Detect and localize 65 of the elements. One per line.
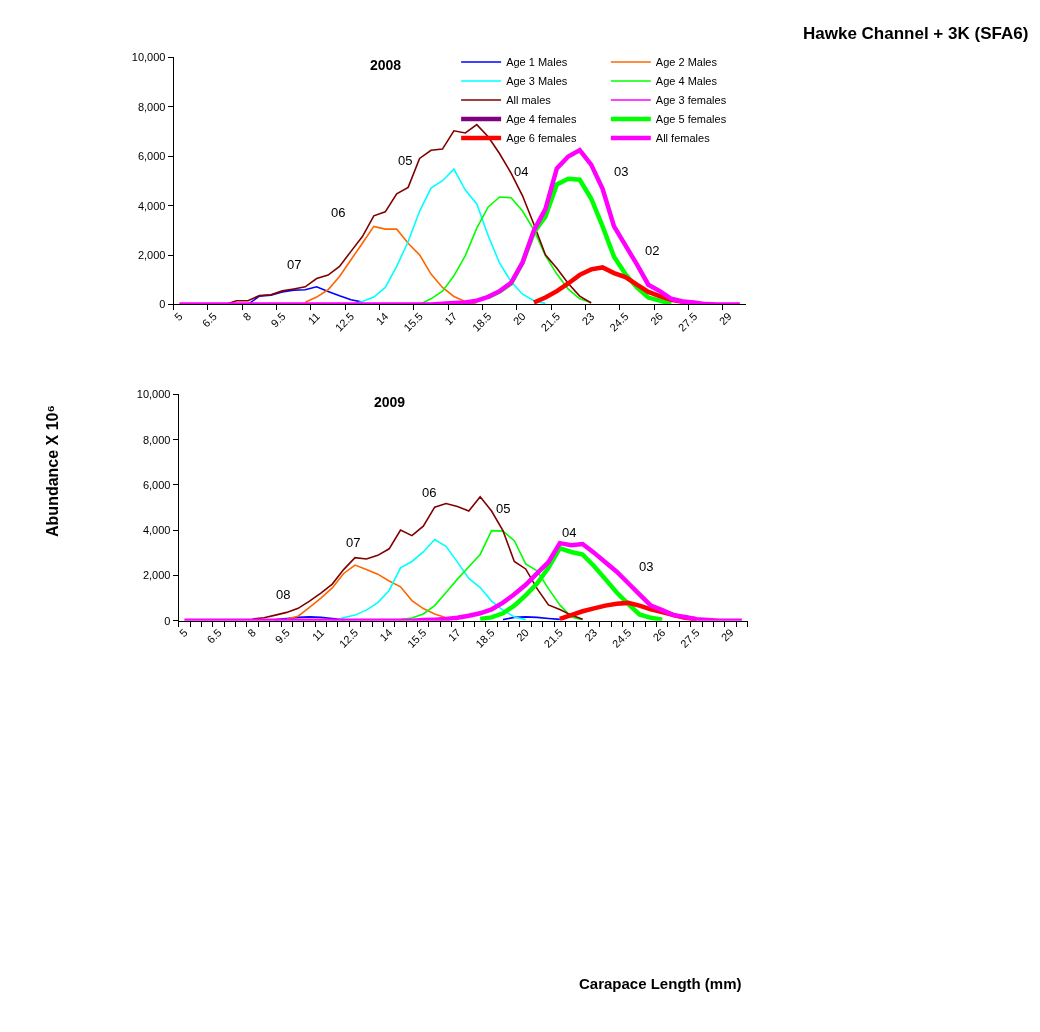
legend-label: Age 5 females — [655, 113, 727, 126]
x-tick-label: 5 — [176, 626, 190, 640]
x-axis-title: Carapace Length (mm) — [579, 975, 742, 992]
annotation: 04 — [562, 525, 577, 540]
annotation: 08 — [276, 587, 291, 602]
y-tick-label: 0 — [164, 614, 171, 627]
x-tick-label: 11 — [309, 626, 327, 643]
line-series — [251, 495, 584, 620]
annotation: 05 — [496, 501, 511, 516]
x-tick-label: 20 — [513, 626, 531, 644]
x-tick-label: 20 — [510, 310, 528, 328]
x-tick-label: 8 — [240, 310, 254, 323]
annotation: 05 — [398, 153, 413, 168]
annotation: 03 — [639, 559, 654, 574]
x-tick-label: 14 — [377, 626, 395, 644]
x-tick-label: 9.5 — [272, 626, 293, 646]
chart-title: 2009 — [374, 394, 406, 410]
x-tick-label: 9.5 — [268, 310, 288, 330]
line-series — [304, 225, 478, 305]
y-tick-label: 4,000 — [142, 524, 171, 537]
y-tick-label: 10,000 — [131, 51, 166, 64]
annotation: 04 — [514, 164, 529, 179]
annotation: 06 — [331, 205, 346, 220]
legend-label: Age 3 females — [655, 94, 727, 107]
y-tick-label: 2,000 — [137, 248, 166, 261]
x-tick-label: 5 — [171, 310, 185, 323]
line-series — [182, 540, 745, 621]
y-tick-label: 0 — [159, 298, 166, 311]
legend-label: Age 4 Males — [655, 75, 718, 88]
annotation: 07 — [287, 257, 302, 272]
legend-label: Age 3 Males — [506, 75, 568, 88]
legend-label: All males — [506, 94, 552, 107]
x-tick-label: 23 — [582, 626, 600, 644]
y-tick-label: 8,000 — [142, 433, 171, 446]
legend-label: All females — [655, 132, 711, 145]
y-tick-label: 8,000 — [137, 100, 166, 113]
text: Hawke Channel + 3K (SFA6) — [803, 24, 1029, 43]
y-axis-title: Abundance X 10⁶ — [43, 405, 61, 537]
chart-title: 2008 — [370, 57, 402, 73]
x-tick-label: 6.5 — [204, 626, 224, 646]
annotation: 02 — [645, 243, 660, 258]
x-tick-label: 29 — [716, 310, 734, 328]
x-tick-label: 29 — [718, 626, 736, 644]
line-series — [177, 147, 743, 305]
x-tick-label: 6.5 — [199, 310, 219, 330]
x-tick-label: 8 — [245, 626, 258, 640]
annotation: 03 — [614, 164, 629, 179]
legend-label: Age 1 Males — [506, 56, 568, 69]
x-tick-label: 23 — [579, 310, 597, 328]
x-tick-label: 17 — [445, 626, 463, 644]
x-tick-label: 17 — [442, 310, 460, 328]
y-tick-label: 6,000 — [137, 150, 166, 163]
annotation: 07 — [346, 535, 361, 550]
y-tick-label: 10,000 — [136, 388, 171, 401]
legend-label: Age 2 Males — [655, 56, 718, 69]
x-tick-label: 14 — [373, 310, 391, 328]
y-tick-label: 6,000 — [142, 478, 171, 491]
y-tick-label: 2,000 — [142, 569, 171, 582]
x-tick-label: 26 — [647, 310, 666, 328]
annotation: 06 — [422, 485, 437, 500]
y-tick-label: 4,000 — [137, 199, 166, 212]
x-tick-label: 11 — [305, 310, 322, 327]
x-tick-label: 26 — [650, 626, 668, 644]
legend-label: Age 4 females — [506, 113, 577, 126]
legend-label: Age 6 females — [506, 132, 577, 145]
